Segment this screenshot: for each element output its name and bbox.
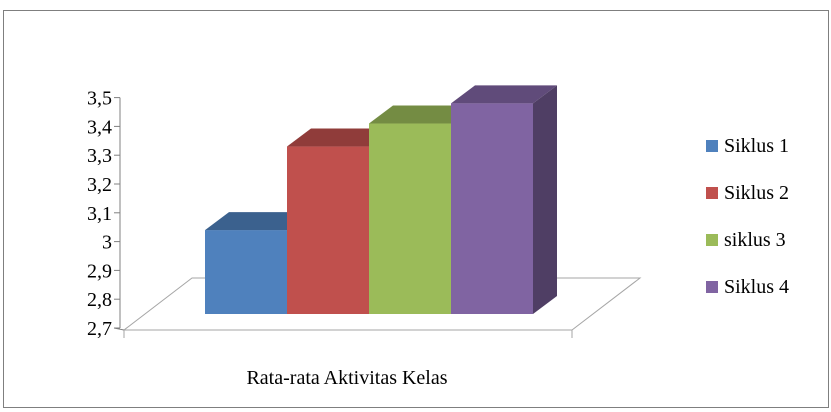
legend-label: siklus 3 — [724, 228, 786, 251]
legend-swatch — [706, 234, 718, 246]
y-tick-label: 2,8 — [87, 289, 112, 311]
bar-top — [205, 212, 311, 231]
y-tick-label: 3,2 — [87, 174, 112, 196]
legend-swatch — [706, 281, 718, 293]
bar-front — [205, 230, 287, 314]
bar-front — [287, 146, 369, 314]
legend-label: Siklus 2 — [724, 181, 790, 204]
y-tick-label: 2,9 — [87, 260, 112, 282]
y-tick-label: 3,3 — [87, 145, 112, 167]
chart-legend: Siklus 1 Siklus 2 siklus 3 Siklus 4 — [706, 134, 789, 322]
bar-side — [533, 85, 557, 314]
y-tick-label: 3,1 — [87, 203, 112, 225]
legend-item: Siklus 1 — [706, 134, 789, 158]
legend-label: Siklus 4 — [724, 275, 790, 298]
legend-swatch — [706, 187, 718, 199]
bar-top — [369, 105, 475, 124]
bar-front — [369, 123, 451, 315]
legend-item: Siklus 2 — [706, 181, 789, 205]
y-tick-label: 2,7 — [87, 318, 112, 340]
y-tick-label: 3,4 — [87, 116, 112, 138]
bar-top — [287, 128, 393, 147]
y-tick-label: 3,5 — [87, 88, 112, 110]
legend-item: siklus 3 — [706, 228, 789, 252]
legend-item: Siklus 4 — [706, 275, 789, 299]
legend-swatch — [706, 140, 718, 152]
legend-label: Siklus 1 — [724, 134, 790, 157]
bar-front — [451, 103, 533, 314]
y-tick-label: 3 — [102, 232, 112, 254]
bar-top — [451, 85, 557, 104]
bar-siklus-4 — [451, 85, 557, 314]
x-category-label: Rata-rata Aktivitas Kelas — [246, 367, 447, 389]
